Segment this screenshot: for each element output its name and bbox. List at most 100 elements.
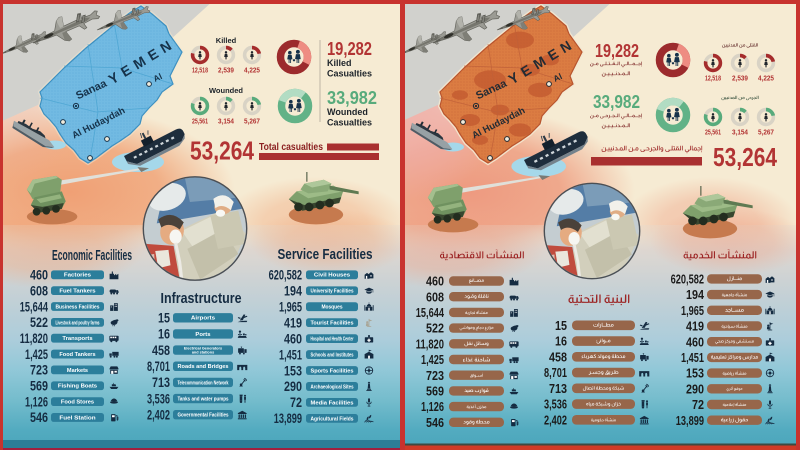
svg-text:Food Tankers: Food Tankers <box>59 352 95 358</box>
svg-text:Sports Facilities: Sports Facilities <box>311 368 354 374</box>
svg-text:12,518: 12,518 <box>192 66 208 75</box>
svg-text:1,126: 1,126 <box>25 394 48 409</box>
svg-text:15,644: 15,644 <box>20 299 49 314</box>
svg-text:Tanks and water pumps: Tanks and water pumps <box>178 396 229 402</box>
svg-text:2,402: 2,402 <box>147 407 170 422</box>
svg-text:620,582: 620,582 <box>269 268 302 283</box>
svg-text:2,539: 2,539 <box>732 74 748 83</box>
svg-text:153: 153 <box>284 363 302 378</box>
svg-text:13,899: 13,899 <box>676 413 704 428</box>
svg-text:546: 546 <box>426 415 444 430</box>
svg-text:Media Facilities: Media Facilities <box>311 400 354 406</box>
svg-text:1,451: 1,451 <box>279 347 302 362</box>
svg-text:25,561: 25,561 <box>705 128 722 137</box>
svg-text:458: 458 <box>549 349 567 364</box>
svg-text:1,965: 1,965 <box>279 299 302 314</box>
svg-text:522: 522 <box>426 321 444 336</box>
svg-text:33,982: 33,982 <box>327 88 377 108</box>
svg-text:Food Stores: Food Stores <box>61 400 94 406</box>
svg-text:Wounded: Wounded <box>327 107 368 117</box>
svg-text:University Facilities: University Facilities <box>311 289 354 295</box>
svg-text:460: 460 <box>30 268 48 283</box>
svg-text:16: 16 <box>158 327 170 342</box>
svg-text:Casualties: Casualties <box>327 69 372 79</box>
svg-text:Killed: Killed <box>216 36 237 45</box>
svg-text:Hospital and Health Center: Hospital and Health Center <box>311 337 354 343</box>
svg-text:13,899: 13,899 <box>274 411 302 426</box>
svg-text:25,561: 25,561 <box>192 117 209 126</box>
svg-text:569: 569 <box>30 379 48 394</box>
svg-text:608: 608 <box>30 283 48 298</box>
svg-text:723: 723 <box>30 363 48 378</box>
svg-text:713: 713 <box>152 375 170 390</box>
svg-text:3,154: 3,154 <box>732 128 749 137</box>
svg-text:Al: Al <box>552 71 564 84</box>
svg-text:4,225: 4,225 <box>758 74 775 83</box>
svg-text:620,582: 620,582 <box>671 272 704 287</box>
svg-text:2,539: 2,539 <box>218 66 234 75</box>
svg-text:458: 458 <box>152 343 170 358</box>
svg-text:608: 608 <box>426 289 444 304</box>
svg-text:53,264: 53,264 <box>713 142 777 172</box>
svg-text:Archaeological Sites: Archaeological Sites <box>311 384 354 390</box>
svg-text:419: 419 <box>686 319 704 334</box>
svg-text:Agricultural Fields: Agricultural Fields <box>311 416 354 422</box>
svg-text:16: 16 <box>555 334 567 349</box>
svg-text:1,451: 1,451 <box>681 350 704 365</box>
svg-text:Airports: Airports <box>191 316 215 322</box>
svg-text:Factories: Factories <box>64 273 91 279</box>
svg-text:1,126: 1,126 <box>421 399 444 414</box>
svg-text:460: 460 <box>686 334 704 349</box>
svg-text:Business Facilities: Business Facilities <box>56 304 100 310</box>
svg-text:546: 546 <box>30 410 48 425</box>
svg-text:19,282: 19,282 <box>595 41 639 61</box>
svg-text:Fuel Tankers: Fuel Tankers <box>59 289 95 295</box>
svg-text:Fishing Boats: Fishing Boats <box>58 384 97 390</box>
svg-text:12,518: 12,518 <box>705 74 721 83</box>
svg-text:15,644: 15,644 <box>416 305 445 320</box>
svg-text:Killed: Killed <box>327 58 352 68</box>
svg-text:Fuel Station: Fuel Station <box>59 415 95 421</box>
svg-text:Governmental Facilities: Governmental Facilities <box>178 413 229 419</box>
svg-text:5,267: 5,267 <box>758 128 774 137</box>
svg-text:Schools and Institutes: Schools and Institutes <box>311 352 354 358</box>
svg-text:72: 72 <box>692 397 704 412</box>
svg-text:11,820: 11,820 <box>416 336 444 351</box>
svg-text:Tourist Facilities: Tourist Facilities <box>311 321 354 327</box>
svg-text:and stations: and stations <box>192 351 214 355</box>
svg-text:Al: Al <box>152 71 164 84</box>
svg-text:3,536: 3,536 <box>147 391 170 406</box>
svg-text:569: 569 <box>426 384 444 399</box>
svg-text:1,425: 1,425 <box>25 347 48 362</box>
svg-text:Infrastructure: Infrastructure <box>161 291 242 307</box>
svg-text:Transports: Transports <box>62 336 92 342</box>
svg-text:Service Facilities: Service Facilities <box>278 247 373 263</box>
svg-text:194: 194 <box>284 284 302 299</box>
svg-text:419: 419 <box>284 315 302 330</box>
svg-text:5,267: 5,267 <box>244 117 260 126</box>
svg-text:Mosques: Mosques <box>321 305 342 311</box>
svg-text:8,701: 8,701 <box>147 359 170 374</box>
svg-text:Wounded: Wounded <box>209 86 243 95</box>
svg-text:Markets: Markets <box>67 368 88 374</box>
svg-text:72: 72 <box>290 395 302 410</box>
svg-text:290: 290 <box>686 381 704 396</box>
svg-text:723: 723 <box>426 368 444 383</box>
svg-text:153: 153 <box>686 366 704 381</box>
svg-text:1,425: 1,425 <box>421 352 444 367</box>
svg-text:Livestock and poultry farms: Livestock and poultry farms <box>56 320 100 326</box>
svg-text:53,264: 53,264 <box>190 136 254 166</box>
svg-text:194: 194 <box>686 287 705 302</box>
svg-text:8,701: 8,701 <box>544 365 567 380</box>
svg-text:Roads and Bridges: Roads and Bridges <box>178 364 229 370</box>
svg-text:1,965: 1,965 <box>681 303 704 318</box>
svg-text:Economic Facilities: Economic Facilities <box>52 248 132 264</box>
svg-text:Casualties: Casualties <box>327 118 372 128</box>
svg-text:290: 290 <box>284 379 302 394</box>
svg-text:2,402: 2,402 <box>544 412 567 427</box>
svg-text:460: 460 <box>426 274 444 289</box>
svg-text:522: 522 <box>30 315 48 330</box>
svg-text:4,225: 4,225 <box>244 66 261 75</box>
svg-text:Total casualties: Total casualties <box>259 142 323 153</box>
svg-text:19,282: 19,282 <box>327 39 372 59</box>
